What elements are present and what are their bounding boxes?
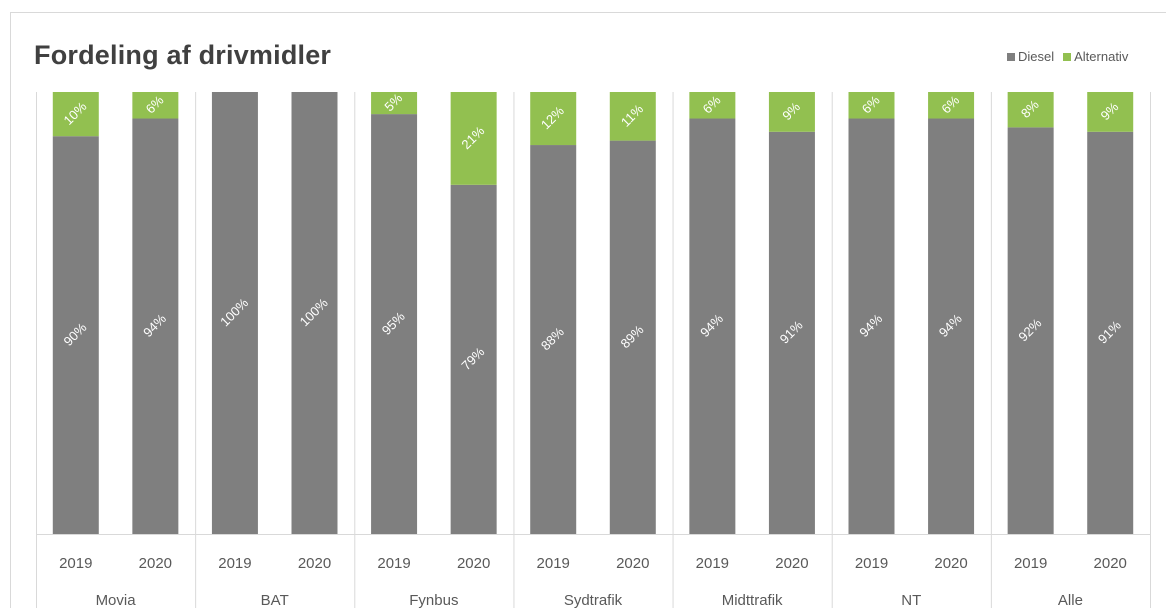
x-tick-label: 2020 xyxy=(775,555,808,572)
group-label: Fynbus xyxy=(409,592,458,608)
bar-alternativ xyxy=(450,92,497,185)
x-tick-label: 2019 xyxy=(218,555,251,572)
group-label: Movia xyxy=(96,592,137,608)
bar-alternativ xyxy=(371,92,418,115)
bar-diesel xyxy=(450,184,497,534)
bar-diesel xyxy=(1087,131,1134,534)
bar-alternativ xyxy=(1087,92,1134,132)
x-tick-label: 2020 xyxy=(616,555,649,572)
bar-diesel xyxy=(132,118,179,535)
legend-label-diesel: Diesel xyxy=(1018,49,1055,64)
x-tick-label: 2019 xyxy=(696,555,729,572)
legend-swatch-alternativ xyxy=(1063,52,1072,61)
bar-diesel xyxy=(1007,127,1054,535)
x-tick-label: 2019 xyxy=(377,555,410,572)
bar-alternativ xyxy=(530,92,577,146)
bar-alternativ xyxy=(132,92,179,119)
bar-diesel xyxy=(928,118,975,535)
bar-diesel xyxy=(689,118,736,535)
x-tick-label: 2020 xyxy=(298,555,331,572)
x-tick-label: 2020 xyxy=(457,555,490,572)
legend: Diesel Alternativ xyxy=(1007,49,1137,64)
bar-diesel xyxy=(530,145,577,535)
bar-alternativ xyxy=(928,92,975,119)
bar-diesel xyxy=(52,136,99,534)
bar-alternativ xyxy=(768,92,815,132)
bar-alternativ xyxy=(609,92,656,141)
group-label: Sydtrafik xyxy=(564,592,623,608)
x-tick-label: 2019 xyxy=(537,555,570,572)
bar-diesel xyxy=(848,118,895,535)
chart-title: Fordeling af drivmidler xyxy=(34,40,332,70)
legend-label-alternativ: Alternativ xyxy=(1074,49,1129,64)
group-label: BAT xyxy=(261,592,289,608)
bar-diesel xyxy=(371,114,418,534)
group-label: Midttrafik xyxy=(722,592,783,608)
x-tick-label: 2019 xyxy=(1014,555,1047,572)
bar-diesel xyxy=(291,92,338,534)
bar-diesel xyxy=(211,92,258,534)
bar-diesel xyxy=(768,131,815,534)
bar-alternativ xyxy=(689,92,736,119)
x-tick-label: 2020 xyxy=(934,555,967,572)
group-label: NT xyxy=(901,592,921,608)
chart-frame xyxy=(10,12,1166,608)
legend-item-alternativ: Alternativ xyxy=(1063,49,1128,64)
bar-alternativ xyxy=(52,92,99,137)
x-tick-label: 2020 xyxy=(1094,555,1127,572)
legend-item-diesel: Diesel xyxy=(1007,49,1054,64)
x-tick-label: 2019 xyxy=(855,555,888,572)
legend-swatch-diesel xyxy=(1007,52,1015,61)
bar-alternativ xyxy=(848,92,895,119)
x-tick-label: 2020 xyxy=(139,555,172,572)
group-label: Alle xyxy=(1058,592,1083,608)
bar-diesel xyxy=(609,140,656,534)
bar-alternativ xyxy=(1007,92,1054,128)
x-tick-label: 2019 xyxy=(59,555,92,572)
